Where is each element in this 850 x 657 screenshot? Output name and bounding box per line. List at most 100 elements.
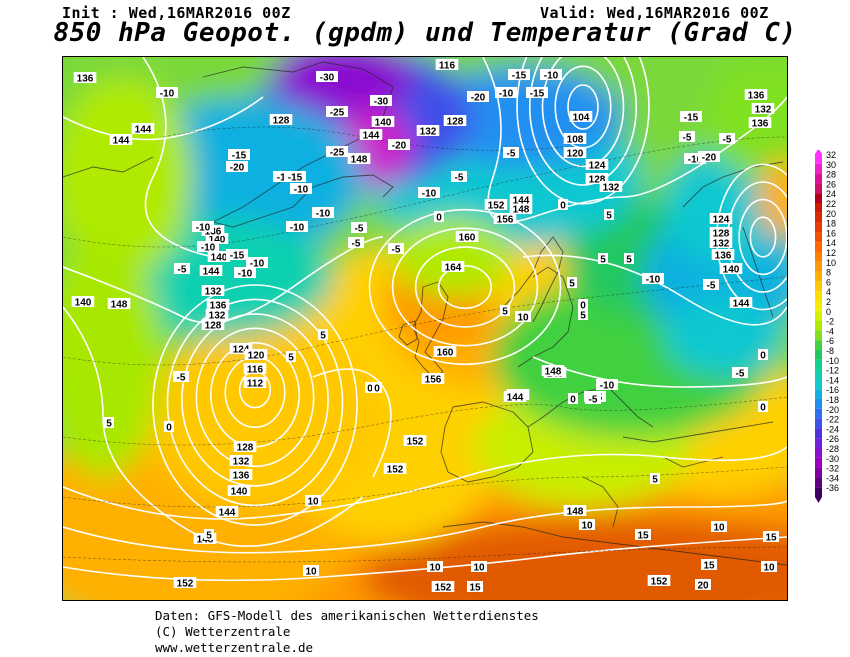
scale-label: 14 xyxy=(826,238,836,248)
temperature-label-box xyxy=(204,529,214,540)
scale-label: -28 xyxy=(826,444,839,454)
height-label-box xyxy=(73,72,97,83)
temperature-label-box xyxy=(290,183,312,194)
isohypse-low-west xyxy=(195,327,315,468)
height-label: 156 xyxy=(497,215,514,226)
isohypse xyxy=(63,96,264,141)
scale-label: -18 xyxy=(826,395,839,405)
temperature-label: 5 xyxy=(600,255,606,266)
temperature-label-box xyxy=(226,249,248,260)
temperature-label: -30 xyxy=(374,97,389,108)
height-label-box xyxy=(541,365,565,376)
scale-label: 8 xyxy=(826,268,831,278)
height-label-box xyxy=(207,251,231,262)
temperature-label-box xyxy=(578,309,588,320)
height-label-box xyxy=(244,349,268,360)
isohypse xyxy=(532,356,787,388)
height-label-box xyxy=(748,117,772,128)
scale-swatch xyxy=(815,457,822,468)
temperature-label: 5 xyxy=(626,255,632,266)
temperature-label: -15 xyxy=(530,89,545,100)
scale-swatch xyxy=(815,320,822,331)
scale-label: -16 xyxy=(826,385,839,395)
temperature-label: -20 xyxy=(392,141,407,152)
height-label-box xyxy=(647,575,671,586)
height-label-box xyxy=(131,123,155,134)
temperature-label: -25 xyxy=(330,148,345,159)
height-label: 132 xyxy=(233,457,250,468)
temperature-label: -5 xyxy=(177,373,186,384)
temperature-isolines xyxy=(63,126,787,563)
height-label: 148 xyxy=(351,155,368,166)
isohypse xyxy=(63,306,364,547)
height-label-box xyxy=(71,296,95,307)
temperature-label: 10 xyxy=(517,313,529,324)
temperature-label: 10 xyxy=(713,523,725,534)
height-label-box xyxy=(443,115,467,126)
temperature-label: 0 xyxy=(760,351,766,362)
temperature-label: -5 xyxy=(707,281,716,292)
scale-swatch xyxy=(815,281,822,292)
height-label: 156 xyxy=(425,375,442,386)
temperature-label-box xyxy=(558,199,568,210)
height-label-box xyxy=(435,59,459,70)
scale-label: -6 xyxy=(826,336,834,346)
temperature-label-box xyxy=(635,529,651,540)
height-label-box xyxy=(709,227,733,238)
scale-label: 18 xyxy=(826,219,836,229)
temperature-label-box xyxy=(348,237,364,248)
height-label: 140 xyxy=(723,265,740,276)
temperature-label-box xyxy=(246,257,268,268)
temperature-label: -10 xyxy=(250,259,265,270)
temperature-label: -10 xyxy=(290,223,305,234)
height-label-box xyxy=(233,441,257,452)
temperature-label: 5 xyxy=(106,419,112,430)
height-label-box xyxy=(751,103,775,114)
height-label-box xyxy=(109,134,133,145)
scale-swatch xyxy=(815,350,822,360)
temperature-label: 5 xyxy=(288,353,294,364)
temperature-label-box xyxy=(286,221,308,232)
scale-top-arrow xyxy=(815,148,822,154)
height-label: 128 xyxy=(237,443,254,454)
isohypse-low-west xyxy=(166,298,344,507)
temperature-label: -15 xyxy=(512,71,527,82)
temperature-label: 0 xyxy=(760,403,766,414)
temperature-label-box xyxy=(624,253,634,264)
temperature-label-box xyxy=(500,305,510,316)
temperature-label-box xyxy=(568,393,578,404)
height-label-box xyxy=(243,377,267,388)
isohypse-low-west xyxy=(152,284,358,526)
height-label: 140 xyxy=(75,298,92,309)
scale-label: -10 xyxy=(826,356,839,366)
temperature-label-box xyxy=(104,417,114,428)
height-label-box xyxy=(421,373,445,384)
height-label: 144 xyxy=(733,299,750,310)
temperature-label-box xyxy=(351,222,367,233)
height-label: 132 xyxy=(420,127,437,138)
scale-label: -14 xyxy=(826,375,839,385)
height-label-box xyxy=(509,203,533,214)
height-label-box xyxy=(229,455,253,466)
isotherm xyxy=(63,136,787,248)
temperature-label-box xyxy=(567,277,577,288)
height-label: 160 xyxy=(459,233,476,244)
temperature-field xyxy=(63,57,787,600)
scale-label: 2 xyxy=(826,297,831,307)
isohypse-low-east xyxy=(738,198,787,276)
isotherm xyxy=(63,396,787,446)
height-label: 152 xyxy=(435,583,452,594)
temperature-label: 10 xyxy=(429,563,441,574)
temperature-label-box xyxy=(434,211,444,222)
isohypse-high-north-sea xyxy=(368,208,562,366)
scale-label: -2 xyxy=(826,317,834,327)
footer-data-source: Daten: GFS-Modell des amerikanischen Wet… xyxy=(155,608,539,623)
isohypse xyxy=(312,368,392,478)
temperature-label-box xyxy=(701,559,717,570)
height-label: 136 xyxy=(77,74,94,85)
temperature-label-box xyxy=(650,473,660,484)
height-label-box xyxy=(371,116,395,127)
height-label: 152 xyxy=(387,465,404,476)
temperature-label-box xyxy=(467,91,489,102)
height-label-box xyxy=(199,265,223,276)
